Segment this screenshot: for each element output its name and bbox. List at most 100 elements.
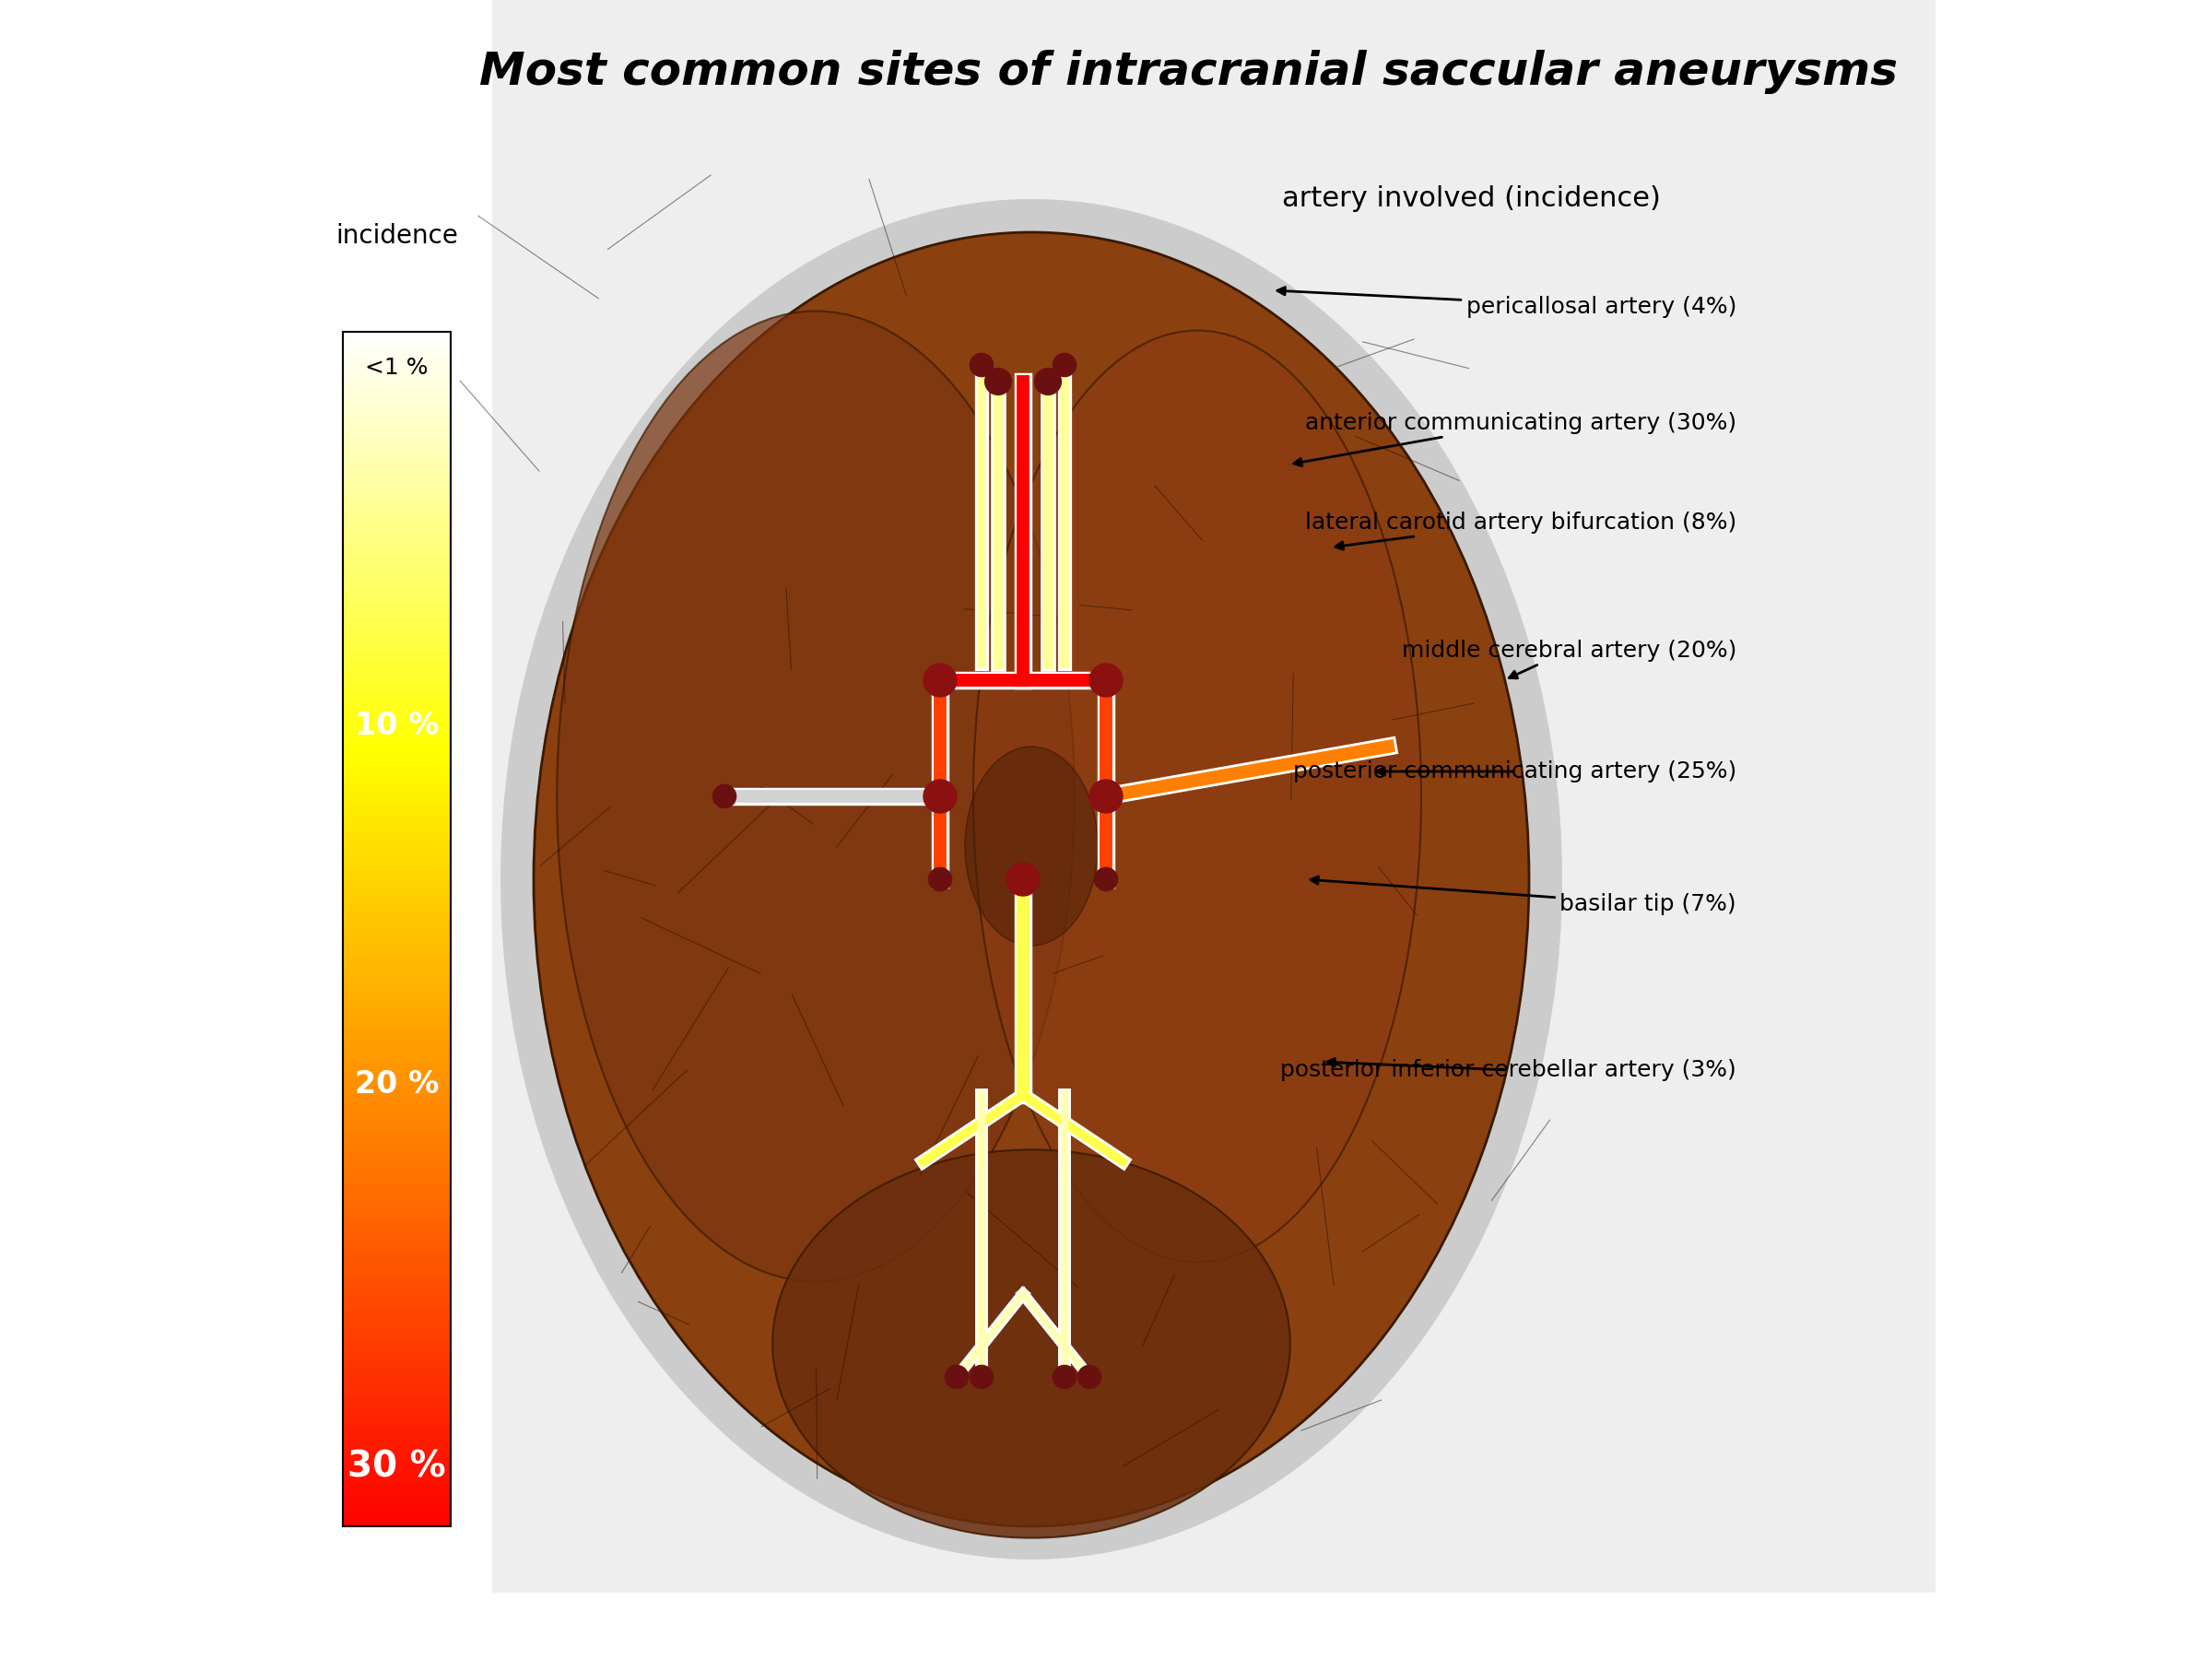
Bar xyxy=(343,688,451,697)
Circle shape xyxy=(984,368,1011,395)
Bar xyxy=(343,1442,451,1448)
Text: 30 %: 30 % xyxy=(347,1448,447,1485)
Bar xyxy=(343,606,451,612)
Bar xyxy=(343,1130,451,1138)
Bar xyxy=(343,909,451,917)
Bar xyxy=(343,1267,451,1276)
Bar xyxy=(343,1118,451,1126)
Bar xyxy=(343,766,451,773)
Text: basilar tip (7%): basilar tip (7%) xyxy=(1310,876,1736,916)
Bar xyxy=(343,652,451,660)
Bar xyxy=(343,700,451,708)
Bar xyxy=(343,898,451,906)
Bar xyxy=(343,879,451,888)
Circle shape xyxy=(1091,780,1124,813)
Bar xyxy=(343,1394,451,1400)
Bar xyxy=(343,1495,451,1503)
Text: pericallosal artery (4%): pericallosal artery (4%) xyxy=(1276,287,1736,319)
Bar xyxy=(343,980,451,989)
Bar xyxy=(343,426,451,433)
Bar xyxy=(343,1483,451,1490)
Bar xyxy=(343,1005,451,1012)
Bar xyxy=(343,1136,451,1145)
Bar xyxy=(343,838,451,846)
Circle shape xyxy=(971,1365,993,1389)
Bar xyxy=(343,737,451,743)
Bar xyxy=(343,461,451,469)
Bar xyxy=(343,1412,451,1418)
Bar xyxy=(343,1309,451,1317)
Bar xyxy=(343,964,451,971)
Bar xyxy=(343,1178,451,1186)
Bar xyxy=(343,748,451,757)
Bar xyxy=(343,611,451,619)
Bar xyxy=(343,1070,451,1078)
Circle shape xyxy=(1053,1365,1075,1389)
Bar xyxy=(343,1029,451,1037)
Bar xyxy=(343,1017,451,1025)
Bar xyxy=(343,581,451,589)
Bar xyxy=(343,790,451,798)
Bar xyxy=(343,1345,451,1354)
Circle shape xyxy=(1006,863,1040,896)
Bar xyxy=(343,1088,451,1097)
Bar xyxy=(491,0,1936,1593)
Bar xyxy=(343,1035,451,1042)
Bar xyxy=(343,969,451,977)
Bar xyxy=(343,1077,451,1085)
Text: incidence: incidence xyxy=(336,222,458,249)
Ellipse shape xyxy=(533,232,1528,1526)
Bar xyxy=(343,1047,451,1055)
Bar xyxy=(343,562,451,571)
Circle shape xyxy=(1053,353,1075,377)
Bar xyxy=(343,330,451,338)
Bar xyxy=(343,826,451,833)
Bar xyxy=(343,1203,451,1209)
Bar xyxy=(343,1364,451,1370)
Bar xyxy=(343,353,451,362)
Ellipse shape xyxy=(973,330,1422,1262)
Bar xyxy=(343,390,451,398)
Bar xyxy=(343,348,451,355)
Bar xyxy=(343,468,451,474)
Bar xyxy=(343,1262,451,1269)
Bar xyxy=(343,1148,451,1156)
Bar xyxy=(343,413,451,421)
Bar xyxy=(343,337,451,343)
Bar xyxy=(343,755,451,761)
Bar xyxy=(343,1113,451,1120)
Bar xyxy=(343,1501,451,1508)
Text: anterior communicating artery (30%): anterior communicating artery (30%) xyxy=(1294,411,1736,466)
Circle shape xyxy=(971,353,993,377)
Bar xyxy=(343,1219,451,1228)
Bar xyxy=(343,1316,451,1324)
Bar xyxy=(343,372,451,380)
Bar xyxy=(343,1125,451,1131)
Bar xyxy=(343,1065,451,1072)
Bar xyxy=(343,1040,451,1048)
Bar xyxy=(343,1447,451,1455)
Bar xyxy=(343,546,451,552)
Bar xyxy=(343,629,451,637)
Bar xyxy=(343,1286,451,1294)
Ellipse shape xyxy=(964,747,1097,946)
Bar xyxy=(343,868,451,876)
Bar xyxy=(343,408,451,415)
Bar xyxy=(343,1279,451,1287)
Bar xyxy=(343,796,451,803)
Text: middle cerebral artery (20%): middle cerebral artery (20%) xyxy=(1402,639,1736,679)
Bar xyxy=(343,856,451,863)
Bar xyxy=(343,1387,451,1395)
Bar xyxy=(343,730,451,738)
Bar xyxy=(343,927,451,936)
Text: lateral carotid artery bifurcation (8%): lateral carotid artery bifurcation (8%) xyxy=(1305,511,1736,549)
Bar xyxy=(343,491,451,499)
Bar xyxy=(343,533,451,541)
Bar xyxy=(343,456,451,463)
Bar xyxy=(343,1095,451,1102)
Bar xyxy=(343,815,451,821)
Text: posterior communicating artery (25%): posterior communicating artery (25%) xyxy=(1292,760,1736,783)
Bar xyxy=(343,1214,451,1221)
Bar xyxy=(343,707,451,713)
Bar xyxy=(343,473,451,481)
